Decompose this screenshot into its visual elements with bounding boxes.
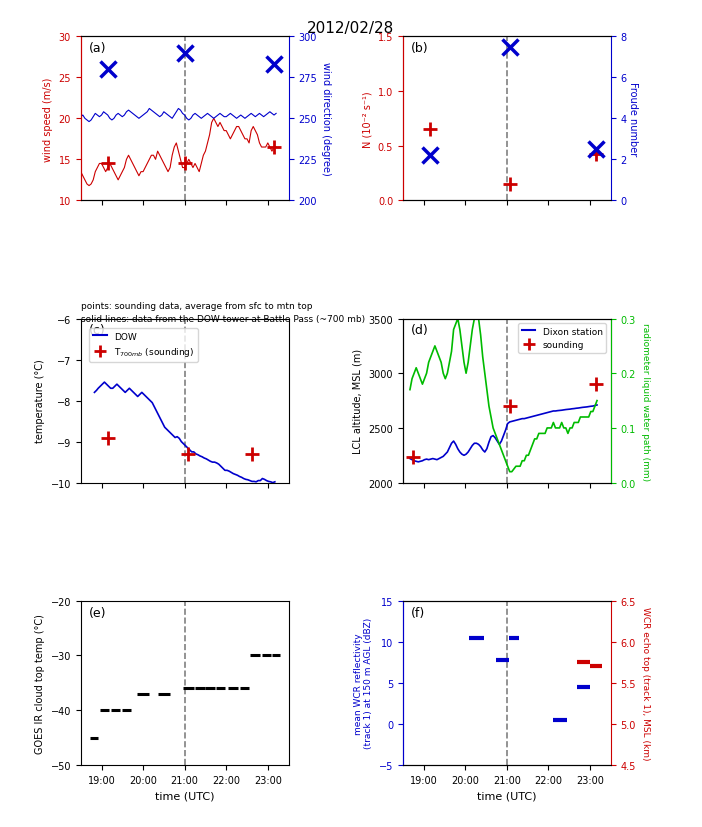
Text: (f): (f) — [411, 606, 425, 619]
Y-axis label: Froude number: Froude number — [628, 82, 638, 156]
Text: (d): (d) — [411, 324, 429, 337]
Text: 2012/02/28: 2012/02/28 — [307, 21, 395, 36]
Text: solid lines: data from the DOW tower at Battle Pass (~700 mb): solid lines: data from the DOW tower at … — [81, 315, 365, 324]
Text: (e): (e) — [89, 606, 107, 619]
Text: (b): (b) — [411, 42, 429, 55]
Y-axis label: GOES IR cloud top temp (°C): GOES IR cloud top temp (°C) — [35, 613, 45, 753]
X-axis label: time (UTC): time (UTC) — [477, 791, 536, 801]
Y-axis label: wind speed (m/s): wind speed (m/s) — [43, 77, 53, 161]
Text: points: sounding data, average from sfc to mtn top: points: sounding data, average from sfc … — [81, 302, 312, 311]
Text: (a): (a) — [89, 42, 107, 55]
Y-axis label: N (10⁻² s⁻¹): N (10⁻² s⁻¹) — [362, 91, 372, 147]
Y-axis label: radiometer liquid water path (mm): radiometer liquid water path (mm) — [641, 323, 650, 480]
Y-axis label: wind direction (degree): wind direction (degree) — [321, 62, 331, 176]
Text: (c): (c) — [89, 324, 106, 337]
Y-axis label: temperature (°C): temperature (°C) — [35, 359, 45, 443]
X-axis label: time (UTC): time (UTC) — [155, 791, 214, 801]
Y-axis label: mean WCR reflectivity
(track 1) at 150 m AGL (dBZ): mean WCR reflectivity (track 1) at 150 m… — [354, 618, 373, 748]
Legend: Dixon station, sounding: Dixon station, sounding — [518, 323, 607, 353]
Y-axis label: WCR echo top (track 1), MSL (km): WCR echo top (track 1), MSL (km) — [641, 606, 650, 760]
Y-axis label: LCL altitude, MSL (m): LCL altitude, MSL (m) — [353, 349, 363, 453]
Legend: DOW, T$_{700mb}$ (sounding): DOW, T$_{700mb}$ (sounding) — [89, 328, 198, 362]
